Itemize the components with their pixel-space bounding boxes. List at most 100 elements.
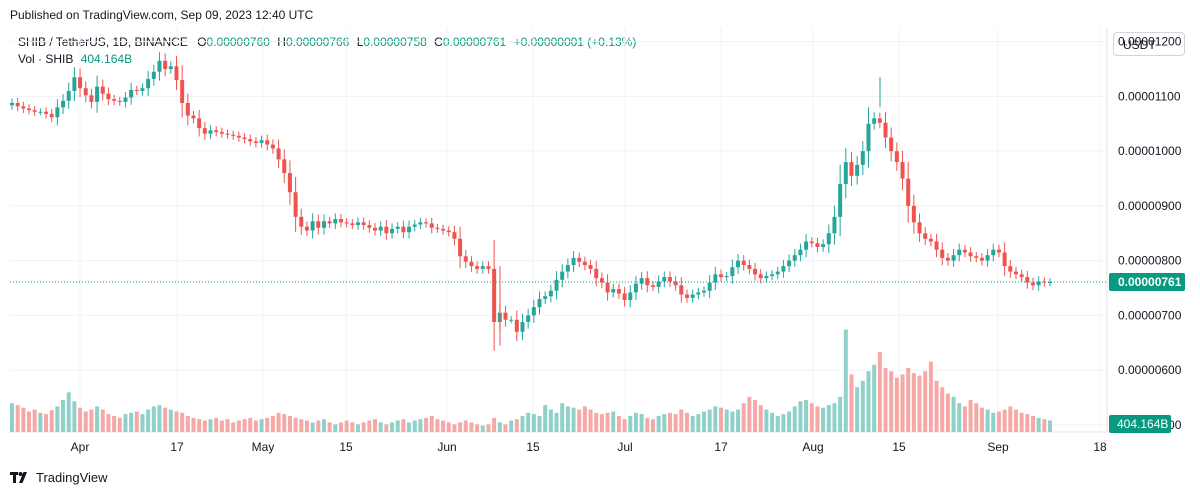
volume-bar [962,406,967,432]
candle-body [1036,281,1041,286]
volume-bar [446,422,451,432]
candle-body [514,319,519,332]
volume-bar [894,377,899,432]
volume-bar [140,414,145,432]
candle-body [821,244,826,247]
candle-body [503,312,508,320]
volume-bar [44,414,49,432]
candle-body [384,226,389,234]
candle-body [180,80,185,103]
volume-bar [174,411,179,432]
volume-bar [855,387,860,432]
candle-body [741,260,746,266]
y-tick-label: 0.00000900 [1118,199,1182,213]
volume-bar [55,406,60,432]
volume-bar [633,412,638,432]
candle-body [764,275,769,279]
candle-body [1019,274,1024,278]
candle-body [571,257,576,266]
candle-body [894,151,899,163]
tradingview-brand: TradingView [36,470,108,485]
volume-bar [1048,420,1052,432]
last-price-badge [1109,273,1185,292]
candle-body [129,89,134,98]
candle-body [1048,282,1052,284]
candle-body [872,118,877,124]
candle-body [106,93,111,100]
volume-bar [889,371,894,432]
volume-bar [361,422,366,432]
candle-body [792,255,797,261]
candle-body [798,249,803,256]
candle-body [435,227,440,229]
volume-bar [934,380,939,432]
volume-bar [1042,419,1047,432]
volume-bar [407,422,412,432]
candle-body [968,252,973,257]
volume-bar [72,401,77,432]
candle-body [645,278,650,286]
volume-bar [548,409,553,432]
volume-bar [83,411,88,432]
volume-label[interactable]: Vol · SHIB [18,52,74,66]
candle-body [185,102,190,116]
volume-bar [1002,409,1007,432]
candle-body [815,243,820,247]
candle-body [639,278,644,284]
candle-body [804,241,809,250]
candle-body [418,222,423,225]
volume-bar [441,420,446,432]
candle-body [900,162,905,179]
candle-body [293,192,298,217]
candle-body [548,290,553,297]
volume-bar [299,419,304,432]
currency-selector[interactable]: USDT [1113,32,1185,56]
candle-body [202,128,207,134]
volume-bar [287,416,292,432]
candle-body [849,162,854,176]
candle-body [690,294,695,298]
candle-body [520,321,525,332]
candle-body [594,268,599,279]
volume-bar [928,361,933,432]
volume-bar [696,414,701,432]
candle-body [866,123,871,152]
candle-body [231,134,236,136]
volume-bar [1036,417,1041,432]
candle-body [401,226,406,233]
candle-body [480,266,485,269]
volume-bar [599,414,604,432]
volume-bar [208,419,213,432]
volume-bar [32,409,37,432]
candle-body [696,292,701,295]
volume-bar [826,405,831,432]
volume-bar [95,406,100,432]
volume-bar [883,368,888,432]
candle-body [945,257,950,261]
candle-body [395,226,400,229]
volume-bar [373,419,378,432]
volume-bar [514,419,519,432]
candle-body [832,216,837,234]
volume-bar [719,407,724,432]
volume-bar [957,403,962,432]
volume-bar [730,411,735,432]
candle-body [242,137,247,140]
candle-body [265,140,270,145]
volume-bar [463,420,468,432]
volume-bar [702,411,706,432]
volume-bar [565,406,570,432]
volume-bar [185,416,190,432]
volume-bar [979,407,984,432]
volume-bar [1013,409,1018,432]
candle-body [667,277,672,282]
volume-bar [350,422,355,432]
volume-bar [582,406,587,432]
candle-body [134,89,139,91]
candle-body [140,88,145,91]
volume-bar [401,419,406,432]
candle-body [611,289,616,293]
volume-bar [684,412,689,432]
volume-bar [151,406,156,432]
